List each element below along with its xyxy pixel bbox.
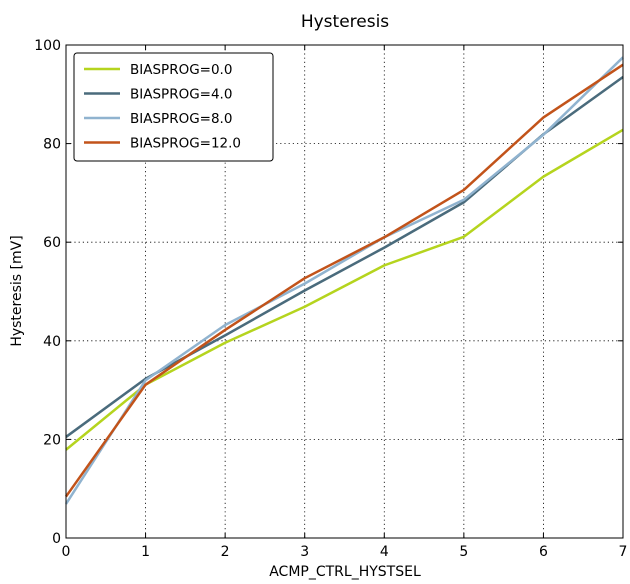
x-tick-label: 4 xyxy=(380,544,389,560)
legend-box xyxy=(73,52,274,162)
y-tick-label: 60 xyxy=(43,235,61,251)
series-line xyxy=(64,63,624,498)
legend-label: BIASPROG=4.0 xyxy=(130,87,232,103)
x-tick-label: 1 xyxy=(141,544,150,560)
x-tick-label: 5 xyxy=(459,544,468,560)
legend-label: BIASPROG=12.0 xyxy=(130,136,241,152)
x-tick-label: 3 xyxy=(300,544,309,560)
series-lines xyxy=(64,56,624,505)
series-line xyxy=(64,56,624,505)
y-tick-label: 0 xyxy=(52,531,61,547)
y-tick-label: 80 xyxy=(43,137,61,153)
axis-ticks: 0 1 2 3 4 5 6 7 0 20 40 60 80 100 xyxy=(34,38,627,560)
x-tick-label: 2 xyxy=(221,544,230,560)
x-tick-label: 6 xyxy=(539,544,548,560)
x-tick-label: 0 xyxy=(62,544,71,560)
legend: BIASPROG=0.0 BIASPROG=4.0 BIASPROG=8.0 BIAS… xyxy=(73,52,274,162)
y-tick-label: 20 xyxy=(43,432,61,448)
legend-label: BIASPROG=8.0 xyxy=(130,111,232,127)
x-tick-label: 7 xyxy=(619,544,628,560)
chart-title: Hysteresis xyxy=(301,12,389,32)
x-axis-label: ACMP_CTRL_HYSTSEL xyxy=(269,564,421,580)
y-tick-label: 40 xyxy=(43,334,61,350)
y-tick-label: 100 xyxy=(34,38,61,54)
plot-frame xyxy=(65,44,624,539)
legend-label: BIASPROG=0.0 xyxy=(130,62,232,78)
series-line xyxy=(65,128,624,451)
y-axis-label: Hysteresis [mV] xyxy=(9,235,25,346)
